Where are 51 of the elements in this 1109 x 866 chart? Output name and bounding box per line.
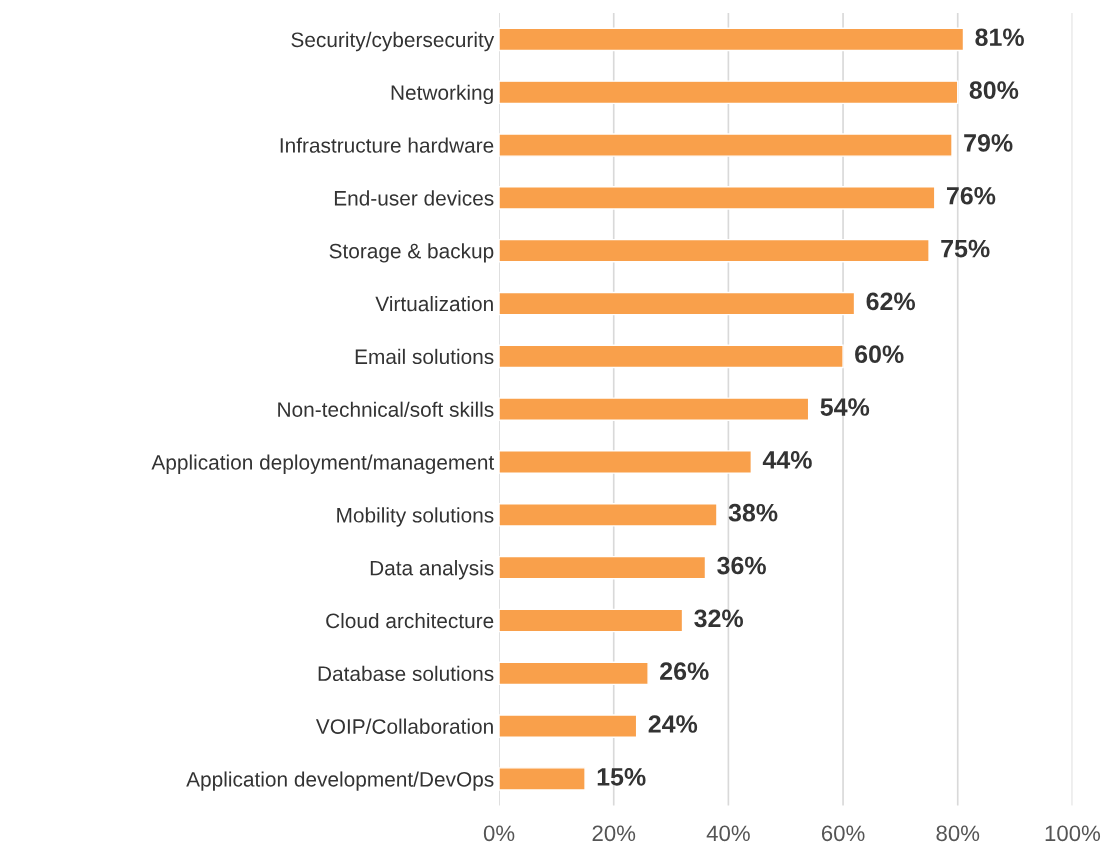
data-label: 81% [975, 28, 1024, 47]
x-tick-label: 0% [483, 825, 515, 842]
y-tick-label: Email solutions [355, 348, 494, 365]
bar [499, 767, 586, 791]
data-label: 62% [866, 292, 916, 311]
y-tick-label: Mobility solutions [337, 507, 494, 527]
data-label: 60% [855, 345, 904, 364]
y-tick-label: Non-technical/soft skills [278, 401, 494, 417]
bar [499, 27, 965, 52]
x-tick-label: 40% [706, 825, 750, 842]
bar [499, 608, 684, 633]
bar [499, 133, 953, 157]
y-tick-label: Security/cybersecurity [291, 31, 495, 52]
y-tick-label: Storage & backup [329, 243, 494, 263]
bar [499, 80, 959, 105]
bar [499, 661, 649, 686]
data-label: 24% [648, 715, 698, 733]
bar [499, 555, 707, 580]
y-tick-label: Application development/DevOps [186, 771, 494, 791]
y-tick-label: Networking [391, 84, 493, 105]
data-label: 80% [969, 81, 1019, 99]
x-tick-label: 80% [936, 825, 980, 842]
bar [499, 238, 930, 263]
bar [499, 291, 856, 316]
y-tick-label: VOIP/Collaboration [315, 718, 493, 734]
data-label: 26% [660, 662, 709, 681]
data-label: 15% [597, 768, 646, 786]
y-tick-label: Infrastructure hardware [280, 137, 494, 153]
bar [499, 450, 753, 474]
y-tick-label: Data analysis [370, 560, 494, 580]
y-tick-label: End-user devices [334, 190, 494, 206]
bar [499, 503, 718, 527]
data-label: 36% [717, 556, 766, 575]
data-label: 54% [820, 398, 870, 416]
data-label: 44% [762, 451, 812, 469]
y-tick-label: Cloud architecture [326, 612, 494, 629]
x-tick-label: 20% [592, 825, 636, 842]
x-tick-label: 60% [821, 825, 865, 842]
x-tick-label: 100% [1045, 825, 1101, 842]
y-tick-label: Application deployment/management [151, 454, 495, 474]
data-label: 75% [941, 239, 990, 258]
bar [499, 397, 810, 421]
data-label: 32% [694, 609, 744, 628]
y-tick-label: Database solutions [318, 665, 494, 682]
y-tick-label: Virtualization [375, 295, 493, 312]
bar [499, 714, 638, 738]
bar [499, 344, 844, 369]
data-label: 79% [964, 134, 1013, 152]
bar [499, 186, 936, 210]
data-label: 38% [728, 503, 778, 522]
data-label: 76% [946, 186, 996, 205]
